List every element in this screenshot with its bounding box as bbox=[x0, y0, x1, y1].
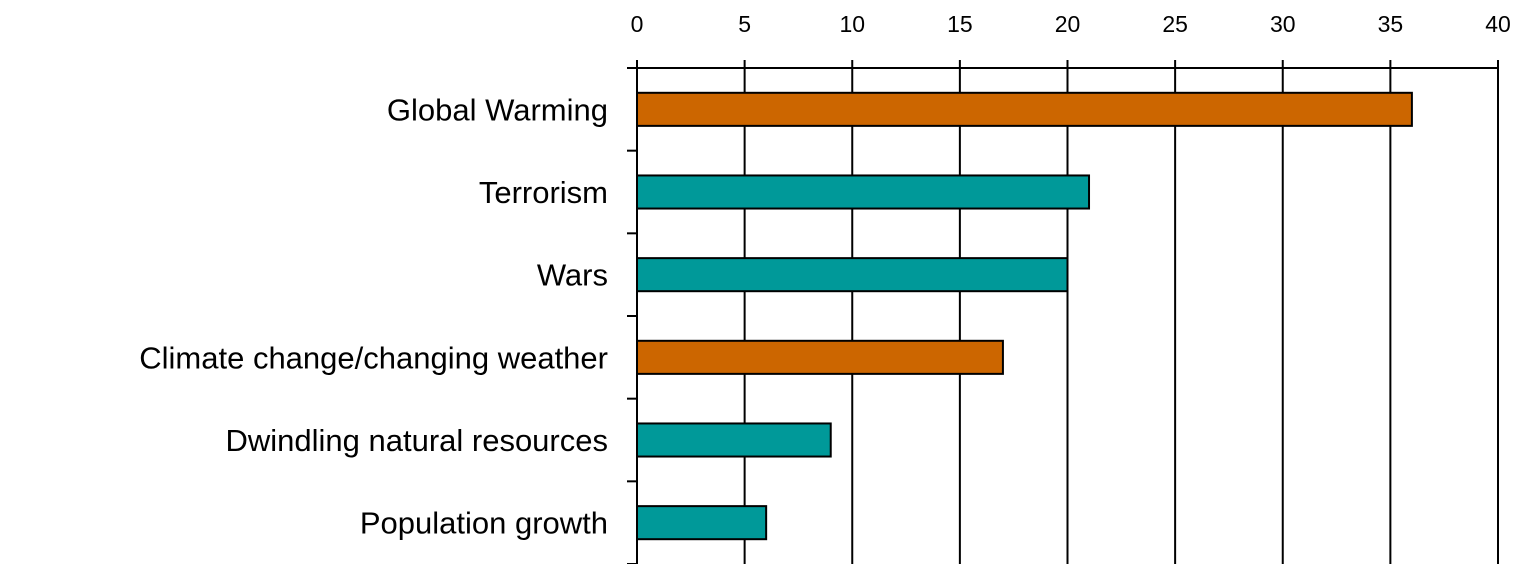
category-label: Global Warming bbox=[387, 92, 608, 127]
x-tick-label: 0 bbox=[631, 11, 644, 37]
category-label: Wars bbox=[537, 258, 608, 293]
x-tick-labels: 0 5 10 15 20 25 30 35 40 bbox=[631, 11, 1511, 37]
category-label: Climate change/changing weather bbox=[139, 340, 608, 375]
x-tick-label: 15 bbox=[947, 11, 973, 37]
x-tick-label: 5 bbox=[738, 11, 751, 37]
x-tick-label: 10 bbox=[839, 11, 865, 37]
bar bbox=[636, 91, 1413, 127]
bars bbox=[636, 91, 1413, 541]
axes bbox=[627, 60, 1499, 564]
bar bbox=[636, 257, 1069, 293]
bar bbox=[636, 174, 1091, 210]
x-tick-label: 25 bbox=[1162, 11, 1188, 37]
bar bbox=[636, 505, 768, 541]
bar bbox=[636, 422, 832, 458]
category-label: Dwindling natural resources bbox=[225, 423, 608, 458]
gridlines bbox=[743, 68, 1499, 564]
category-label: Population growth bbox=[360, 506, 608, 541]
category-label: Terrorism bbox=[479, 175, 608, 210]
x-tick-label: 30 bbox=[1270, 11, 1296, 37]
category-labels: Global Warming Terrorism Wars Climate chang… bbox=[139, 92, 608, 540]
bar bbox=[636, 339, 1004, 375]
x-tick-label: 35 bbox=[1378, 11, 1404, 37]
x-tick-label: 20 bbox=[1055, 11, 1081, 37]
x-tick-label: 40 bbox=[1485, 11, 1511, 37]
